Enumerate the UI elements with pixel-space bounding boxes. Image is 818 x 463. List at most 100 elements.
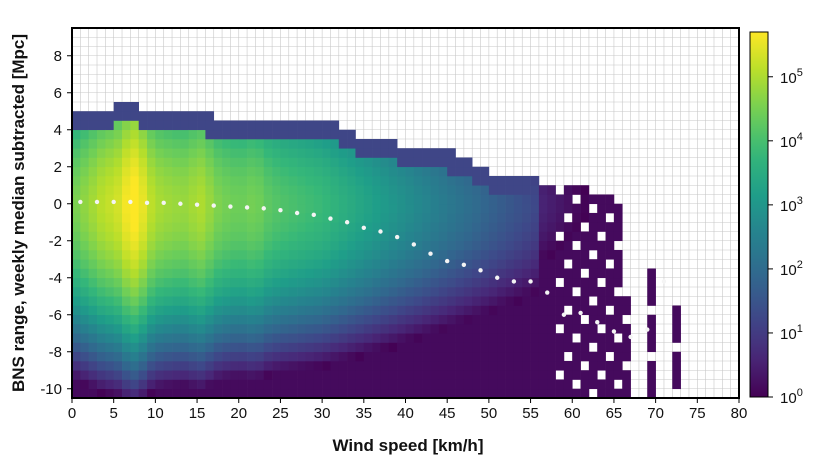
heatmap-cell bbox=[155, 231, 165, 242]
heatmap-cell bbox=[380, 277, 390, 288]
x-tick-label: 20 bbox=[230, 405, 247, 422]
heatmap-cell bbox=[505, 324, 515, 334]
heatmap-cell bbox=[130, 324, 139, 334]
heatmap-cell bbox=[455, 203, 465, 214]
heatmap-cell bbox=[597, 213, 606, 223]
heatmap-cell bbox=[522, 176, 531, 186]
heatmap-cell bbox=[355, 250, 365, 260]
heatmap-cell bbox=[272, 166, 281, 177]
heatmap-cell bbox=[130, 111, 139, 121]
heatmap-cell bbox=[297, 277, 306, 288]
heatmap-cell bbox=[547, 231, 556, 242]
heatmap-cell bbox=[588, 287, 598, 297]
heatmap-cell bbox=[530, 379, 540, 390]
heatmap-cell bbox=[330, 176, 340, 186]
heatmap-cell bbox=[330, 296, 340, 306]
heatmap-cell bbox=[363, 268, 373, 279]
heatmap-cell bbox=[372, 166, 381, 177]
heatmap-cell bbox=[272, 259, 281, 269]
heatmap-cell bbox=[613, 203, 623, 214]
heatmap-cell bbox=[330, 129, 340, 140]
heatmap-cell bbox=[147, 120, 156, 131]
heatmap-cell bbox=[380, 314, 390, 325]
heatmap-cell bbox=[113, 351, 123, 362]
heatmap-cell bbox=[563, 379, 573, 390]
heatmap-cell bbox=[530, 324, 540, 334]
heatmap-cell bbox=[113, 259, 123, 269]
heatmap-cell bbox=[572, 213, 581, 223]
heatmap-cell bbox=[113, 148, 123, 158]
heatmap-cell bbox=[280, 388, 290, 398]
heatmap-cell bbox=[513, 296, 523, 306]
median-point bbox=[328, 216, 333, 221]
heatmap-cell bbox=[122, 111, 131, 121]
heatmap-cell bbox=[530, 333, 540, 343]
heatmap-cell bbox=[547, 388, 556, 398]
heatmap-cell bbox=[305, 148, 315, 158]
heatmap-cell bbox=[605, 222, 615, 232]
heatmap-cell bbox=[405, 305, 415, 316]
heatmap-cell bbox=[505, 388, 515, 398]
heatmap-cell bbox=[363, 379, 373, 390]
heatmap-cell bbox=[330, 166, 340, 177]
heatmap-cell bbox=[422, 259, 431, 269]
heatmap-cell bbox=[263, 351, 273, 362]
heatmap-cell bbox=[97, 231, 106, 242]
heatmap-cell bbox=[272, 148, 281, 158]
heatmap-cell bbox=[263, 222, 273, 232]
heatmap-cell bbox=[413, 388, 423, 398]
median-point bbox=[278, 208, 283, 213]
heatmap-cell bbox=[597, 250, 606, 260]
heatmap-cell bbox=[588, 194, 598, 205]
heatmap-cell bbox=[72, 250, 81, 260]
heatmap-cell bbox=[288, 148, 298, 158]
heatmap-cell bbox=[463, 277, 473, 288]
heatmap-cell bbox=[572, 305, 581, 316]
heatmap-cell bbox=[488, 268, 498, 279]
heatmap-cell bbox=[338, 148, 348, 158]
heatmap-cell bbox=[480, 185, 490, 195]
heatmap-cell bbox=[447, 296, 456, 306]
heatmap-cell bbox=[97, 250, 106, 260]
heatmap-cell bbox=[438, 388, 448, 398]
heatmap-cell bbox=[122, 333, 131, 343]
heatmap-cell bbox=[313, 324, 323, 334]
heatmap-cell bbox=[213, 314, 223, 325]
heatmap-cell bbox=[497, 379, 506, 390]
heatmap-cell bbox=[338, 166, 348, 177]
heatmap-cell bbox=[230, 231, 240, 242]
heatmap-cell bbox=[122, 185, 131, 195]
heatmap-cell bbox=[363, 231, 373, 242]
heatmap-cell bbox=[172, 240, 181, 251]
heatmap-cell bbox=[188, 259, 198, 269]
heatmap-cell bbox=[313, 305, 323, 316]
heatmap-cell bbox=[538, 250, 548, 260]
heatmap-cell bbox=[105, 250, 114, 260]
heatmap-cell bbox=[255, 176, 265, 186]
heatmap-cell bbox=[455, 287, 465, 297]
heatmap-cell bbox=[563, 370, 573, 380]
heatmap-cell bbox=[155, 277, 165, 288]
heatmap-cell bbox=[438, 379, 448, 390]
heatmap-cell bbox=[347, 176, 356, 186]
heatmap-cell bbox=[197, 361, 206, 371]
heatmap-cell bbox=[330, 250, 340, 260]
heatmap-cell bbox=[672, 379, 681, 390]
heatmap-cell bbox=[272, 324, 281, 334]
heatmap-cell bbox=[197, 111, 206, 121]
heatmap-cell bbox=[488, 324, 498, 334]
heatmap-cell bbox=[430, 351, 440, 362]
heatmap-cell bbox=[230, 240, 240, 251]
heatmap-cell bbox=[80, 129, 89, 140]
heatmap-cell bbox=[547, 351, 556, 362]
heatmap-cell bbox=[438, 268, 448, 279]
heatmap-cell bbox=[272, 351, 281, 362]
heatmap-cell bbox=[347, 259, 356, 269]
heatmap-cell bbox=[222, 351, 231, 362]
heatmap-cell bbox=[355, 166, 365, 177]
heatmap-cell bbox=[288, 361, 298, 371]
heatmap-cell bbox=[247, 222, 256, 232]
heatmap-cell bbox=[580, 213, 590, 223]
heatmap-cell bbox=[263, 231, 273, 242]
heatmap-cell bbox=[205, 268, 215, 279]
